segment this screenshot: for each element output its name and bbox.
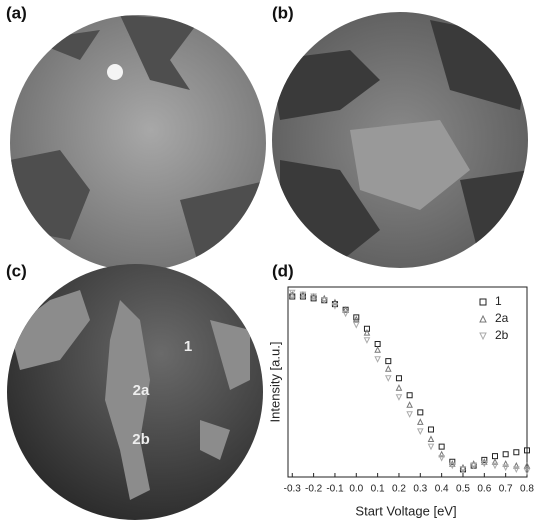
- data-point: [396, 395, 401, 400]
- x-tick-label: 0.3: [413, 484, 427, 495]
- legend-marker: [480, 333, 486, 339]
- data-point: [386, 359, 391, 364]
- legend-marker: [480, 316, 486, 322]
- x-tick-label: 0.0: [349, 484, 363, 495]
- data-point: [460, 467, 465, 472]
- panel-label: (d): [272, 261, 294, 280]
- data-point: [375, 342, 380, 347]
- data-point: [386, 366, 391, 371]
- x-tick-label: -0.3: [284, 484, 302, 495]
- data-point: [354, 317, 359, 322]
- image-b: [270, 12, 530, 270]
- data-point: [354, 323, 359, 328]
- x-axis-label: Start Voltage [eV]: [355, 503, 456, 518]
- legend-label: 2a: [495, 311, 509, 325]
- x-tick-label: 0.4: [435, 484, 449, 495]
- data-point: [428, 444, 433, 449]
- data-point: [375, 347, 380, 352]
- panel-label: (b): [272, 3, 294, 22]
- data-point: [439, 444, 444, 449]
- x-tick-label: 0.1: [371, 484, 385, 495]
- data-point: [364, 338, 369, 343]
- image-c: 1 2a 2b: [7, 264, 263, 520]
- data-point: [407, 412, 412, 417]
- image-label: 2a: [133, 382, 150, 399]
- y-axis-label: Intensity [a.u.]: [267, 342, 282, 423]
- data-point: [514, 450, 519, 455]
- page: 1 2a 2b (a) (b) (c) (d) Start Voltage [e…: [0, 0, 534, 521]
- data-point: [503, 452, 508, 457]
- data-point: [407, 393, 412, 398]
- x-tick-label: 0.7: [499, 484, 513, 495]
- data-point: [428, 427, 433, 432]
- panel-label: (a): [6, 3, 27, 22]
- x-tick-label: 0.8: [520, 484, 534, 495]
- legend-label: 2b: [495, 328, 509, 342]
- data-point: [396, 385, 401, 390]
- data-point: [418, 410, 423, 415]
- data-point: [471, 463, 476, 468]
- plot-frame: [288, 287, 527, 477]
- x-tick-label: -0.1: [326, 484, 344, 495]
- data-point: [418, 429, 423, 434]
- image-label: 1: [184, 338, 192, 355]
- legend-label: 1: [495, 294, 502, 308]
- legend-marker: [480, 299, 486, 305]
- data-point: [386, 376, 391, 381]
- x-tick-label: 0.2: [392, 484, 406, 495]
- data-point: [396, 376, 401, 381]
- data-point: [375, 357, 380, 362]
- image-label: 2b: [132, 431, 150, 448]
- figure: 1 2a 2b (a) (b) (c) (d) Start Voltage [e…: [0, 0, 534, 521]
- data-point: [407, 402, 412, 407]
- data-point: [492, 454, 497, 459]
- data-point: [428, 437, 433, 442]
- data-point: [418, 419, 423, 424]
- image-a: [10, 15, 270, 271]
- panel-label: (c): [6, 261, 27, 280]
- x-tick-label: 0.5: [456, 484, 470, 495]
- x-tick-label: 0.6: [477, 484, 491, 495]
- data-point: [322, 298, 327, 303]
- x-tick-label: -0.2: [305, 484, 323, 495]
